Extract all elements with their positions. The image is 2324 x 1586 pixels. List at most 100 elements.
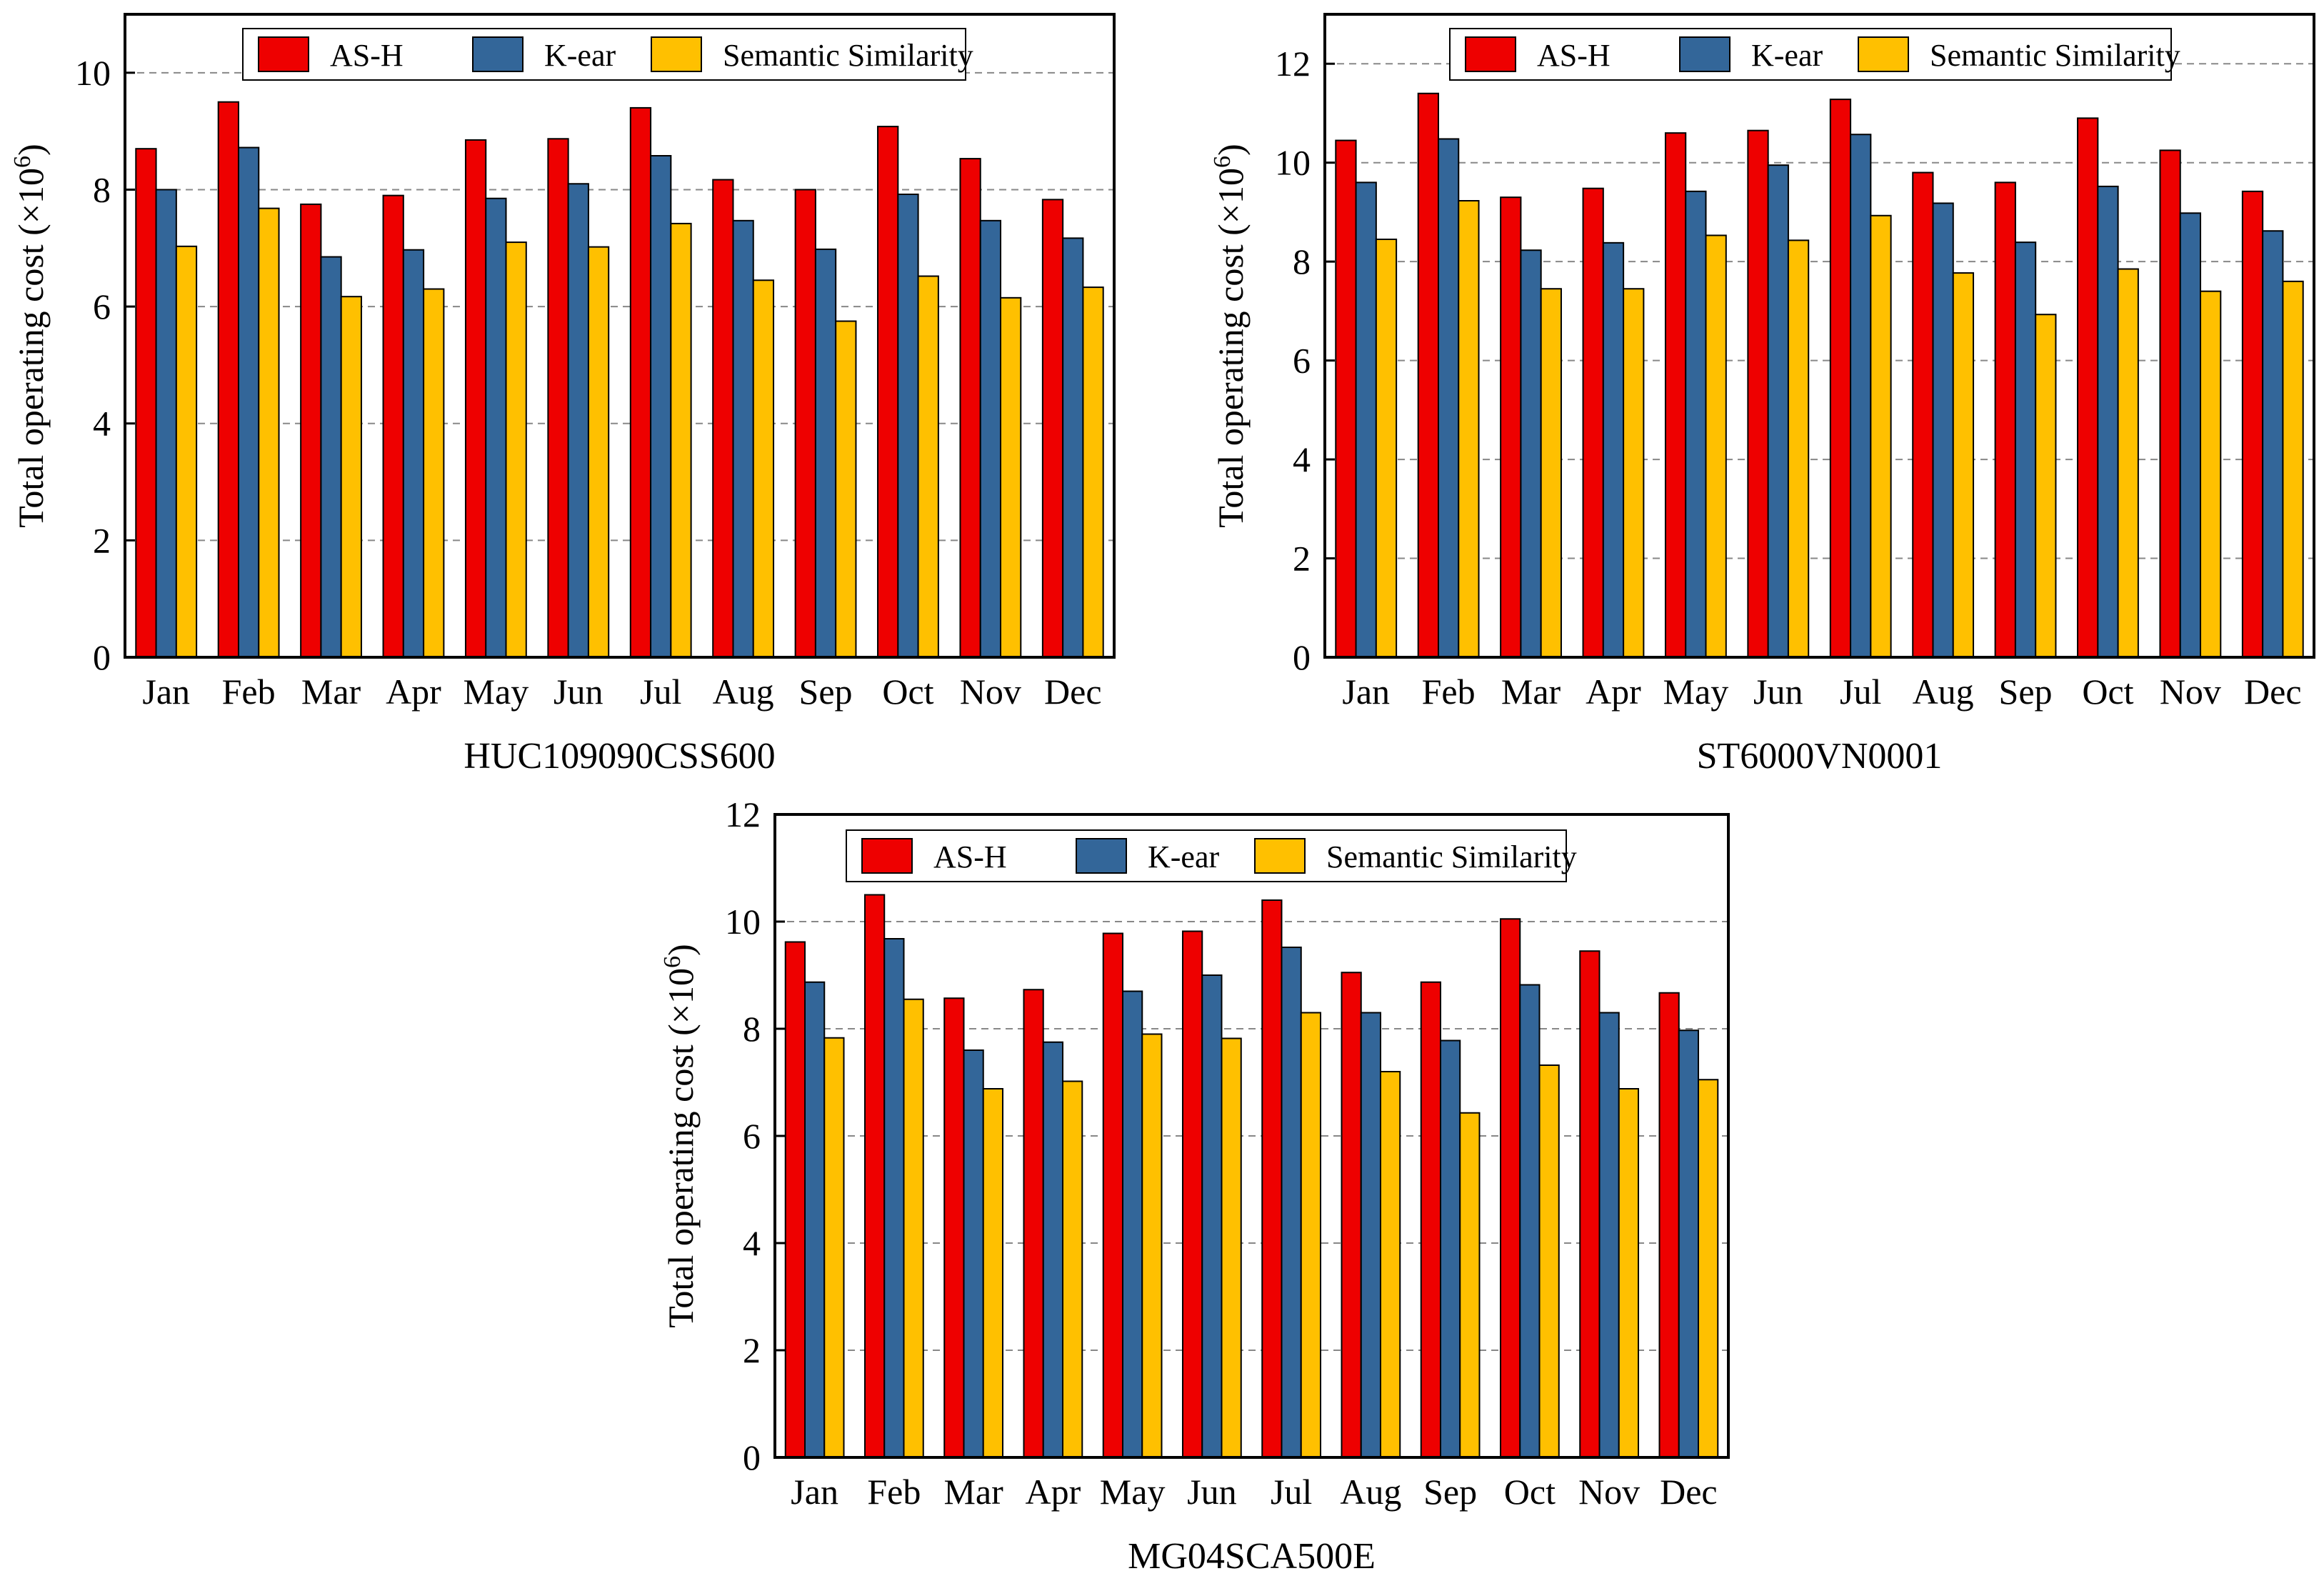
bar-semantic-similarity-jan	[823, 1037, 845, 1458]
bar-semantic-similarity-oct	[917, 275, 939, 658]
chart-caption: ST6000VN0001	[1697, 736, 1943, 777]
bar-as-h-mar	[943, 997, 965, 1458]
y-tick-label: 12	[725, 794, 761, 834]
x-tick-label: Oct	[882, 672, 933, 712]
bar-semantic-similarity-dec	[2282, 280, 2304, 659]
x-tick-label: Oct	[2082, 672, 2133, 712]
x-tick-label: Feb	[1422, 672, 1476, 712]
y-tick-label: 0	[93, 637, 111, 677]
x-tick-label: Dec	[1660, 1472, 1718, 1512]
x-tick-label: May	[1663, 672, 1729, 712]
x-tick-label: Aug	[1913, 672, 1974, 712]
bar-semantic-similarity-may	[1141, 1033, 1163, 1458]
bar-semantic-similarity-jun	[1221, 1037, 1242, 1458]
legend-box	[1449, 28, 2172, 81]
bar-k-ear-jan	[803, 981, 826, 1458]
chart-mg04sca500e: 0 2 4 6 8 10 12 Jan Feb Mar Apr May Jun Jul Aug Sep Oct N…	[659, 794, 1730, 1577]
x-tick-label: Jun	[554, 672, 603, 712]
chart-huc109090css600: 0 2 4 6 8 10 Jan Feb Mar Apr May Jun Jul Aug Sep Oct Nov…	[9, 13, 1116, 777]
bar-semantic-similarity-feb	[258, 207, 280, 658]
bar-semantic-similarity-apr	[423, 288, 445, 658]
x-tick-label: Jan	[142, 672, 190, 712]
x-tick-label: Jan	[1342, 672, 1390, 712]
bar-semantic-similarity-sep	[1459, 1112, 1481, 1458]
bar-semantic-similarity-jun	[1787, 239, 1810, 658]
bar-as-h-apr	[1582, 187, 1604, 658]
x-tick-label: Apr	[1586, 672, 1641, 712]
bar-semantic-similarity-oct	[2117, 268, 2139, 658]
bar-as-h-mar	[300, 203, 322, 658]
legend-label: Semantic Similarity	[723, 38, 973, 73]
legend-swatch-as-h	[1465, 36, 1516, 72]
bar-as-h-feb	[217, 101, 239, 658]
bar-as-h-dec	[1041, 199, 1064, 658]
legend-label: AS-H	[1537, 38, 1611, 73]
chart-caption: MG04SCA500E	[1128, 1536, 1376, 1577]
legend-label: Semantic Similarity	[1930, 38, 2180, 73]
y-tick-label: 8	[743, 1009, 761, 1049]
bar-k-ear-apr	[1602, 241, 1625, 659]
bar-as-h-may	[1102, 932, 1123, 1458]
bar-as-h-nov	[959, 158, 981, 659]
bar-k-ear-nov	[2179, 212, 2202, 658]
y-axis-label: Total operating cost (×106)	[659, 944, 701, 1327]
bar-k-ear-sep	[2014, 241, 2037, 658]
bar-semantic-similarity-may	[505, 241, 527, 659]
x-tick-label: Jun	[1753, 672, 1803, 712]
bar-as-h-may	[464, 139, 487, 658]
plot-frame	[1323, 13, 2315, 659]
x-tick-label: Jul	[1271, 1472, 1312, 1512]
bar-as-h-jan	[784, 941, 806, 1458]
bar-k-ear-sep	[1439, 1039, 1461, 1458]
bar-k-ear-jun	[1201, 974, 1223, 1458]
bar-as-h-sep	[794, 189, 816, 659]
legend-box	[242, 28, 966, 81]
y-tick-label: 6	[743, 1116, 761, 1156]
y-tick-label: 4	[1293, 439, 1311, 479]
bar-k-ear-jan	[1355, 181, 1377, 658]
bar-k-ear-nov	[979, 219, 1002, 658]
x-tick-label: Sep	[799, 672, 853, 712]
bar-as-h-nov	[1579, 950, 1601, 1458]
legend-label: AS-H	[933, 839, 1007, 874]
y-tick-label: 6	[93, 286, 111, 326]
legend-swatch-k-ear	[1679, 36, 1731, 72]
bar-k-ear-aug	[1932, 202, 1954, 658]
legend-swatch-semantic-similarity	[651, 36, 702, 72]
bar-semantic-similarity-mar	[340, 296, 362, 658]
bar-k-ear-jul	[1281, 947, 1302, 1458]
bar-k-ear-dec	[2262, 230, 2284, 658]
legend-swatch-as-h	[861, 838, 913, 874]
bar-as-h-oct	[2077, 117, 2099, 658]
bar-semantic-similarity-feb	[1458, 200, 1480, 658]
bar-as-h-jul	[1261, 899, 1283, 1458]
bar-as-h-nov	[2159, 149, 2181, 658]
x-tick-label: Sep	[1999, 672, 2053, 712]
legend-box	[846, 829, 1567, 882]
legend-swatch-semantic-similarity	[1254, 838, 1306, 874]
legend-swatch-k-ear	[1076, 838, 1127, 874]
bar-as-h-jan	[135, 148, 157, 658]
x-tick-label: Mar	[943, 1472, 1003, 1512]
bar-k-ear-may	[1121, 990, 1143, 1458]
bar-k-ear-oct	[897, 194, 919, 658]
bar-as-h-jun	[1181, 930, 1203, 1458]
y-axis-label: Total operating cost (×106)	[9, 144, 51, 527]
y-tick-label: 12	[1275, 44, 1311, 84]
x-tick-label: Apr	[386, 672, 441, 712]
bar-semantic-similarity-sep	[2035, 314, 2057, 658]
legend-label: Semantic Similarity	[1326, 839, 1577, 874]
x-tick-label: Mar	[301, 672, 361, 712]
y-tick-label: 10	[75, 53, 111, 93]
bar-k-ear-jun	[567, 183, 589, 659]
bar-semantic-similarity-nov	[2200, 290, 2222, 658]
x-tick-label: Jun	[1187, 1472, 1236, 1512]
bar-semantic-similarity-nov	[1000, 296, 1022, 658]
y-tick-label: 0	[743, 1437, 761, 1477]
bar-semantic-similarity-jul	[670, 222, 692, 658]
x-tick-label: Dec	[1044, 672, 1102, 712]
legend-swatch-semantic-similarity	[1858, 36, 1909, 72]
bar-k-ear-may	[485, 197, 507, 658]
bar-as-h-sep	[1420, 981, 1441, 1458]
